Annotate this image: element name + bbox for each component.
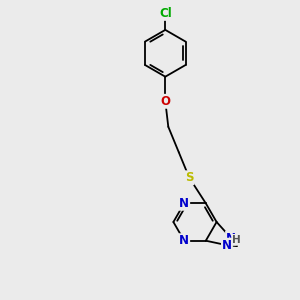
Text: N: N (222, 239, 232, 252)
Text: S: S (185, 171, 194, 184)
Text: O: O (160, 95, 170, 108)
Text: N: N (179, 197, 189, 210)
Text: N: N (179, 234, 189, 247)
Text: N: N (226, 232, 236, 244)
Text: H: H (232, 235, 241, 245)
Text: Cl: Cl (159, 7, 172, 20)
